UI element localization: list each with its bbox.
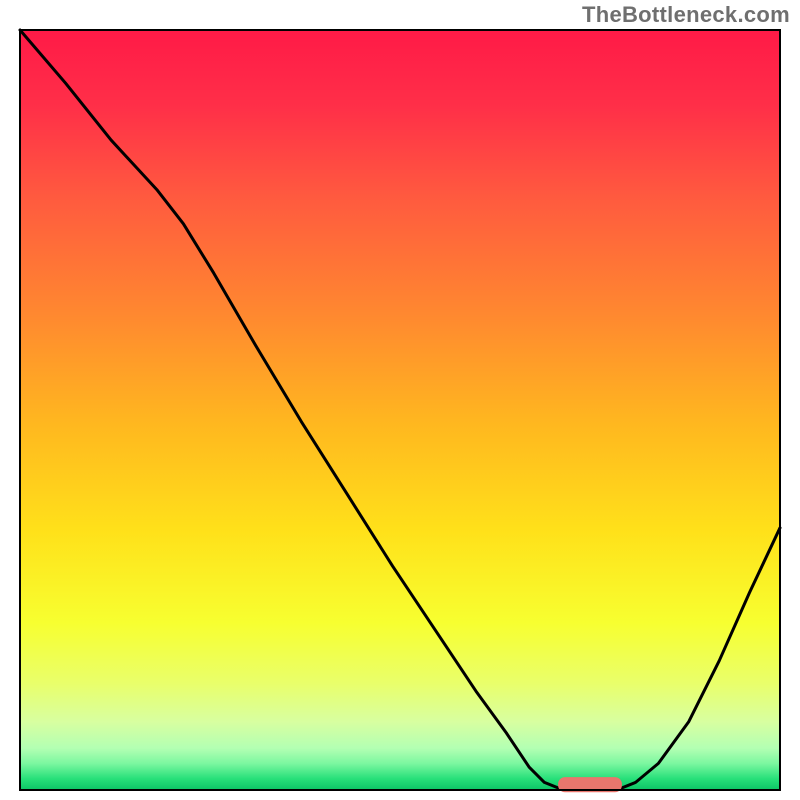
plot-background <box>20 30 780 790</box>
chart-frame: TheBottleneck.com <box>0 0 800 800</box>
bottleneck-chart <box>0 0 800 800</box>
watermark-label: TheBottleneck.com <box>582 2 790 28</box>
